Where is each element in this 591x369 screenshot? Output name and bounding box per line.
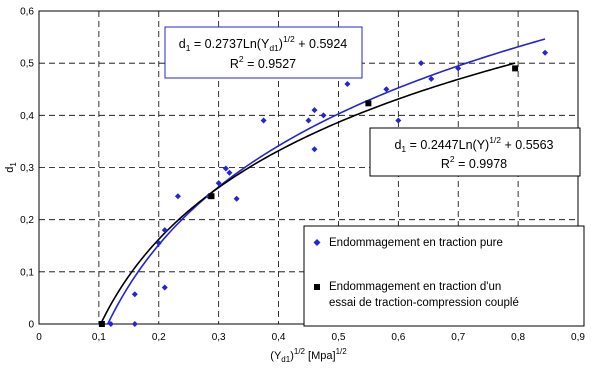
legend-label-traction-compression-line1: Endommagement en traction d'un: [329, 281, 501, 293]
data-point-diamond: [311, 146, 318, 153]
fit-equation-box-black: d1 = 0.2447Ln(Y)1/2 + 0.5563 R2 = 0.9978: [369, 127, 581, 177]
data-point-diamond: [383, 86, 390, 93]
x-axis-title-base: (Y: [270, 350, 282, 362]
r-squared-blue: R2 = 0.9527: [230, 54, 296, 71]
legend: Endommagement en traction pure Endommage…: [303, 225, 585, 327]
data-point-diamond: [311, 107, 318, 114]
y-tick-label: 0,4: [20, 111, 34, 122]
data-point-diamond: [161, 284, 168, 291]
data-point-diamond: [131, 321, 138, 327]
fit-equation-black: d1 = 0.2447Ln(Y)1/2 + 0.5563: [394, 135, 553, 154]
x-axis-title-sup2: 1/2: [336, 347, 348, 356]
y-axis-title-base: d: [4, 167, 16, 173]
x-axis-title-mid: ): [290, 350, 294, 362]
data-point-diamond: [455, 65, 462, 72]
data-point-diamond: [542, 49, 549, 56]
y-tick-label: 0,6: [20, 7, 34, 18]
x-axis-title-sup: 1/2: [294, 347, 306, 356]
y-tick-label: 0,2: [20, 215, 34, 226]
data-points: [98, 49, 549, 327]
y-tick-label: 0,3: [20, 163, 34, 174]
x-tick-label: 0: [36, 332, 42, 343]
data-point-diamond: [305, 117, 312, 124]
legend-marker-square: [314, 284, 320, 290]
x-tick-label: 0,1: [92, 332, 106, 343]
data-point-diamond: [260, 117, 267, 124]
fit-equation-blue: d1 = 0.2737Ln(Yd1)1/2 + 0.5924: [179, 34, 348, 53]
fit-equation-box-blue: d1 = 0.2737Ln(Yd1)1/2 + 0.5924 R2 = 0.95…: [164, 26, 363, 79]
data-point-diamond: [131, 291, 138, 298]
x-axis-tick-labels: 0 0,1 0,2 0,3 0,4 0,5 0,6 0,7 0,8 0,9: [36, 332, 585, 343]
fit-curve: [107, 38, 546, 325]
y-axis-title: d1: [4, 162, 18, 173]
x-tick-label: 0,4: [272, 332, 286, 343]
x-tick-label: 0,2: [152, 332, 166, 343]
x-tick-label: 0,3: [212, 332, 226, 343]
data-point-square: [512, 65, 519, 72]
x-tick-label: 0,6: [391, 332, 405, 343]
y-tick-label: 0,1: [20, 267, 34, 278]
x-axis-title-tail: [Mpa]: [305, 350, 336, 362]
fit-curve: [99, 62, 516, 325]
fit-curves: [99, 38, 546, 325]
x-tick-label: 0,9: [571, 332, 585, 343]
x-tick-label: 0,5: [331, 332, 345, 343]
data-point-square: [98, 321, 105, 327]
r-squared-black: R2 = 0.9978: [441, 154, 507, 171]
data-point-square: [365, 100, 372, 107]
data-point-square: [208, 193, 215, 200]
data-point-diamond: [222, 165, 229, 172]
data-point-diamond: [428, 75, 435, 82]
data-point-diamond: [344, 81, 351, 88]
data-point-diamond: [233, 195, 240, 202]
y-tick-label: 0,5: [20, 59, 34, 70]
legend-label-traction-pure: Endommagement en traction pure: [329, 237, 503, 249]
x-tick-label: 0,8: [511, 332, 525, 343]
data-point-diamond: [215, 180, 222, 187]
x-axis-title-sub: d1: [281, 355, 290, 364]
data-point-diamond: [320, 112, 327, 119]
legend-label-traction-compression-line2: essai de traction-compression couplé: [329, 297, 519, 309]
y-axis-tick-labels: 0 0,1 0,2 0,3 0,4 0,5 0,6: [20, 7, 34, 331]
data-point-diamond: [395, 117, 402, 124]
x-axis-title: (Yd1)1/2 [Mpa]1/2: [270, 347, 347, 364]
y-axis-title-sub: 1: [9, 162, 18, 167]
data-point-diamond: [226, 169, 233, 176]
data-point-diamond: [174, 193, 181, 200]
x-tick-label: 0,7: [451, 332, 465, 343]
legend-marker-diamond: [313, 239, 321, 246]
data-point-diamond: [155, 240, 162, 247]
y-tick-label: 0: [28, 320, 34, 331]
data-point-diamond: [107, 321, 114, 327]
data-point-diamond: [418, 60, 425, 67]
data-point-diamond: [161, 227, 168, 234]
